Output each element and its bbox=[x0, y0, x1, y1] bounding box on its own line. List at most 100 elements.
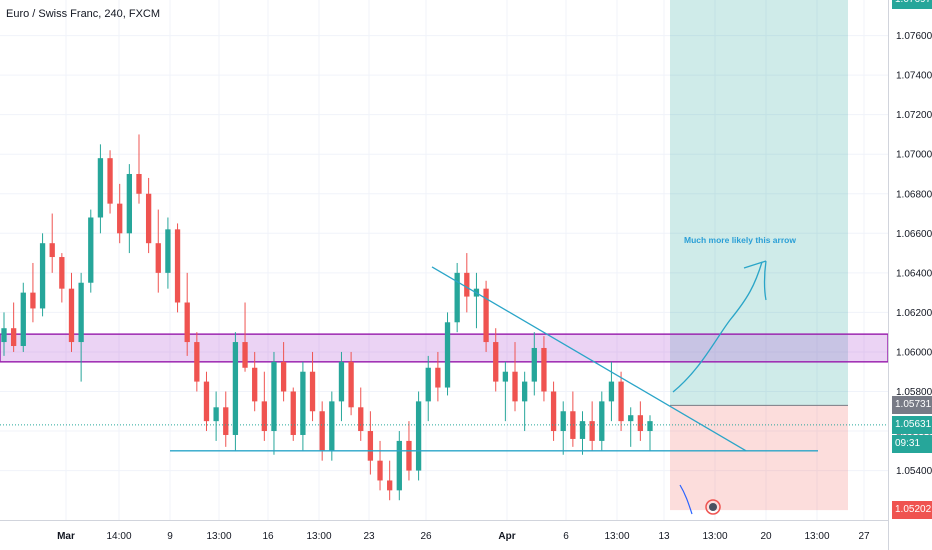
candle-body bbox=[165, 229, 171, 273]
position-zones bbox=[0, 0, 889, 511]
x-tick-label: 6 bbox=[563, 531, 569, 542]
x-tick-label: 20 bbox=[760, 531, 772, 542]
candle-body bbox=[10, 328, 17, 347]
trend-line bbox=[431, 266, 747, 452]
candle-body bbox=[252, 367, 258, 402]
marker-ring bbox=[705, 499, 721, 515]
x-tick-label: 13:00 bbox=[804, 531, 829, 542]
arrow-head bbox=[743, 260, 767, 301]
y-axis: 1.054001.056001.058001.060001.062001.064… bbox=[888, 0, 932, 550]
x-tick-label: 13:00 bbox=[702, 531, 727, 542]
candle-body bbox=[78, 282, 84, 343]
candle-body bbox=[1, 328, 7, 343]
candle-body bbox=[68, 288, 75, 343]
candle-body bbox=[541, 347, 547, 392]
candle-body bbox=[512, 371, 518, 402]
candle-body bbox=[647, 421, 653, 432]
candle-body bbox=[348, 361, 354, 408]
x-tick-label: 26 bbox=[420, 531, 432, 542]
y-tick-label: 1.07600 bbox=[896, 31, 932, 42]
candle-body bbox=[20, 292, 26, 347]
x-tick-label: 13 bbox=[658, 531, 670, 542]
candle-body bbox=[280, 361, 287, 392]
candle-body bbox=[599, 401, 605, 441]
x-tick-label: Mar bbox=[57, 531, 75, 542]
candle-body bbox=[454, 272, 460, 323]
candle-body bbox=[493, 342, 499, 382]
candle-body bbox=[387, 480, 393, 491]
candle-body bbox=[261, 401, 267, 432]
y-tick-label: 1.05800 bbox=[896, 387, 932, 398]
marker-dot bbox=[709, 503, 717, 511]
candle-body bbox=[396, 440, 402, 491]
projection-arrow bbox=[672, 261, 763, 393]
x-axis: Mar 14:00 9 13:00 16 13:00 23 26 Apr 6 13:00 13 13:0… bbox=[0, 520, 888, 542]
candle-body bbox=[483, 288, 489, 343]
candle-body bbox=[203, 381, 210, 422]
candle-body bbox=[637, 415, 644, 432]
candle-body bbox=[618, 381, 624, 422]
y-tick-label: 1.06600 bbox=[896, 229, 932, 240]
x-tick-label: 27 bbox=[858, 531, 870, 542]
candle-body bbox=[560, 411, 566, 432]
candle-body bbox=[184, 302, 190, 343]
candle-body bbox=[338, 361, 345, 402]
candle-body bbox=[30, 292, 36, 309]
candle-body bbox=[107, 158, 113, 204]
candle-body bbox=[550, 391, 557, 432]
candle-body bbox=[425, 367, 431, 402]
candles bbox=[1, 134, 653, 501]
candle-body bbox=[174, 229, 181, 303]
candle-body bbox=[589, 421, 595, 441]
drawings: Much more likely this arrow bbox=[0, 235, 888, 515]
x-tick-label: Apr bbox=[498, 531, 515, 542]
stop-zone bbox=[670, 405, 848, 511]
candle-body bbox=[39, 243, 46, 309]
candle-body bbox=[406, 440, 412, 471]
y-tick-label: 1.06400 bbox=[896, 268, 932, 279]
candle-body bbox=[464, 272, 470, 297]
candle-body bbox=[126, 173, 132, 234]
candle-body bbox=[531, 347, 537, 382]
candle-body bbox=[117, 203, 123, 234]
candle-body bbox=[232, 342, 239, 435]
candle-body bbox=[522, 381, 528, 402]
candle-body bbox=[415, 401, 422, 471]
candle-body bbox=[329, 401, 335, 451]
x-tick-label: 13:00 bbox=[306, 531, 331, 542]
candle-body bbox=[242, 342, 248, 368]
entry-price-label: 1.05731 bbox=[892, 396, 932, 415]
y-tick-label: 1.07000 bbox=[896, 150, 932, 161]
candle-body bbox=[97, 158, 104, 218]
x-tick-label: 14:00 bbox=[106, 531, 131, 542]
candle-body bbox=[628, 415, 634, 422]
candle-body bbox=[136, 173, 142, 194]
annotation-text: Much more likely this arrow bbox=[684, 235, 796, 245]
candle-body bbox=[579, 421, 586, 439]
down-arrow-stroke bbox=[679, 484, 693, 515]
candle-body bbox=[88, 217, 94, 283]
x-tick-label: 23 bbox=[363, 531, 375, 542]
x-tick-label: 13:00 bbox=[604, 531, 629, 542]
gridlines bbox=[0, 0, 888, 520]
y-tick-label: 1.05400 bbox=[896, 466, 932, 477]
current-price-label: 1.05631 bbox=[892, 415, 932, 434]
x-tick-label: 13:00 bbox=[206, 531, 231, 542]
target-zone bbox=[670, 0, 848, 406]
candle-body bbox=[377, 460, 383, 481]
y-tick-label: 1.06200 bbox=[896, 308, 932, 319]
candle-body bbox=[271, 361, 277, 432]
candle-body bbox=[213, 407, 219, 422]
candle-body bbox=[59, 257, 65, 289]
candle-body bbox=[358, 407, 364, 432]
candle-body bbox=[194, 342, 200, 382]
candle-body bbox=[300, 371, 306, 435]
candle-body bbox=[223, 407, 229, 435]
candle-body bbox=[309, 371, 316, 412]
resistance-zone bbox=[0, 333, 889, 363]
candle-body bbox=[155, 243, 161, 273]
candle-body bbox=[502, 371, 509, 382]
y-tick-label: 1.06800 bbox=[896, 189, 932, 200]
candle-body bbox=[435, 367, 441, 388]
candle-body bbox=[290, 391, 296, 435]
